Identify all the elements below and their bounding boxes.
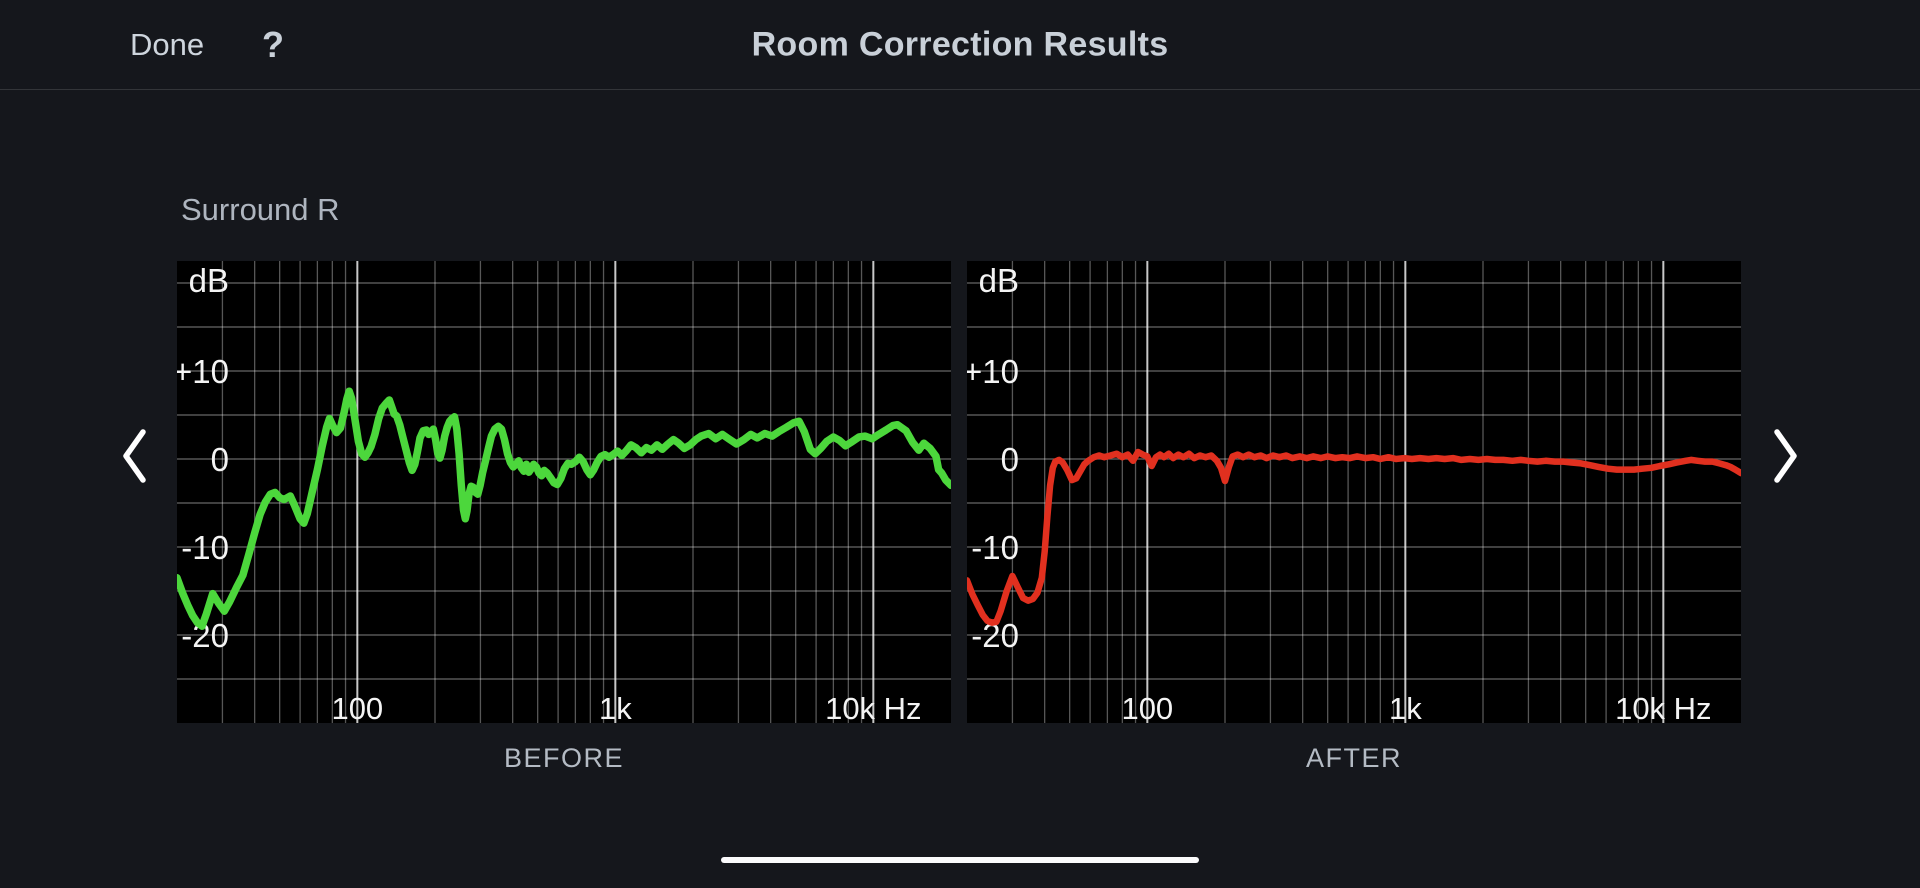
captions-row: BEFORE AFTER [177, 743, 1920, 774]
svg-text:0: 0 [1001, 441, 1019, 478]
svg-text:10k Hz: 10k Hz [825, 691, 921, 723]
room-correction-screen: Done ? Room Correction Results Surround … [0, 0, 1920, 863]
help-icon[interactable]: ? [262, 23, 284, 65]
home-indicator[interactable] [721, 857, 1199, 863]
nav-bar: Done ? Room Correction Results [0, 0, 1920, 90]
chevron-left-icon [123, 429, 146, 483]
svg-text:0: 0 [211, 441, 229, 478]
svg-text:100: 100 [1121, 691, 1173, 723]
results-content: Surround R dB +10 0 -10 -20 100 1k 10k Hz dB +10… [0, 192, 1920, 774]
previous-channel-button[interactable] [117, 427, 151, 485]
svg-text:+10: +10 [967, 353, 1019, 390]
after-chart: dB +10 0 -10 -20 100 1k 10k Hz [967, 261, 1741, 723]
svg-text:1k: 1k [1389, 691, 1422, 723]
svg-text:10k Hz: 10k Hz [1615, 691, 1711, 723]
svg-text:1k: 1k [599, 691, 632, 723]
after-label: AFTER [1305, 743, 1402, 773]
svg-text:-10: -10 [181, 529, 229, 566]
done-button[interactable]: Done [130, 26, 205, 62]
page-title: Room Correction Results [751, 25, 1169, 63]
before-label: BEFORE [503, 743, 625, 773]
chevron-right-icon [1774, 429, 1797, 483]
svg-text:-10: -10 [971, 529, 1019, 566]
next-channel-button[interactable] [1769, 427, 1803, 485]
before-chart: dB +10 0 -10 -20 100 1k 10k Hz [177, 261, 951, 723]
svg-text:dB: dB [189, 262, 229, 299]
svg-text:dB: dB [979, 262, 1019, 299]
svg-text:100: 100 [331, 691, 383, 723]
charts-row: dB +10 0 -10 -20 100 1k 10k Hz dB +10 0 -10 -20 100 1… [177, 261, 1920, 723]
svg-text:+10: +10 [177, 353, 229, 390]
channel-name-label: Surround R [181, 192, 340, 227]
